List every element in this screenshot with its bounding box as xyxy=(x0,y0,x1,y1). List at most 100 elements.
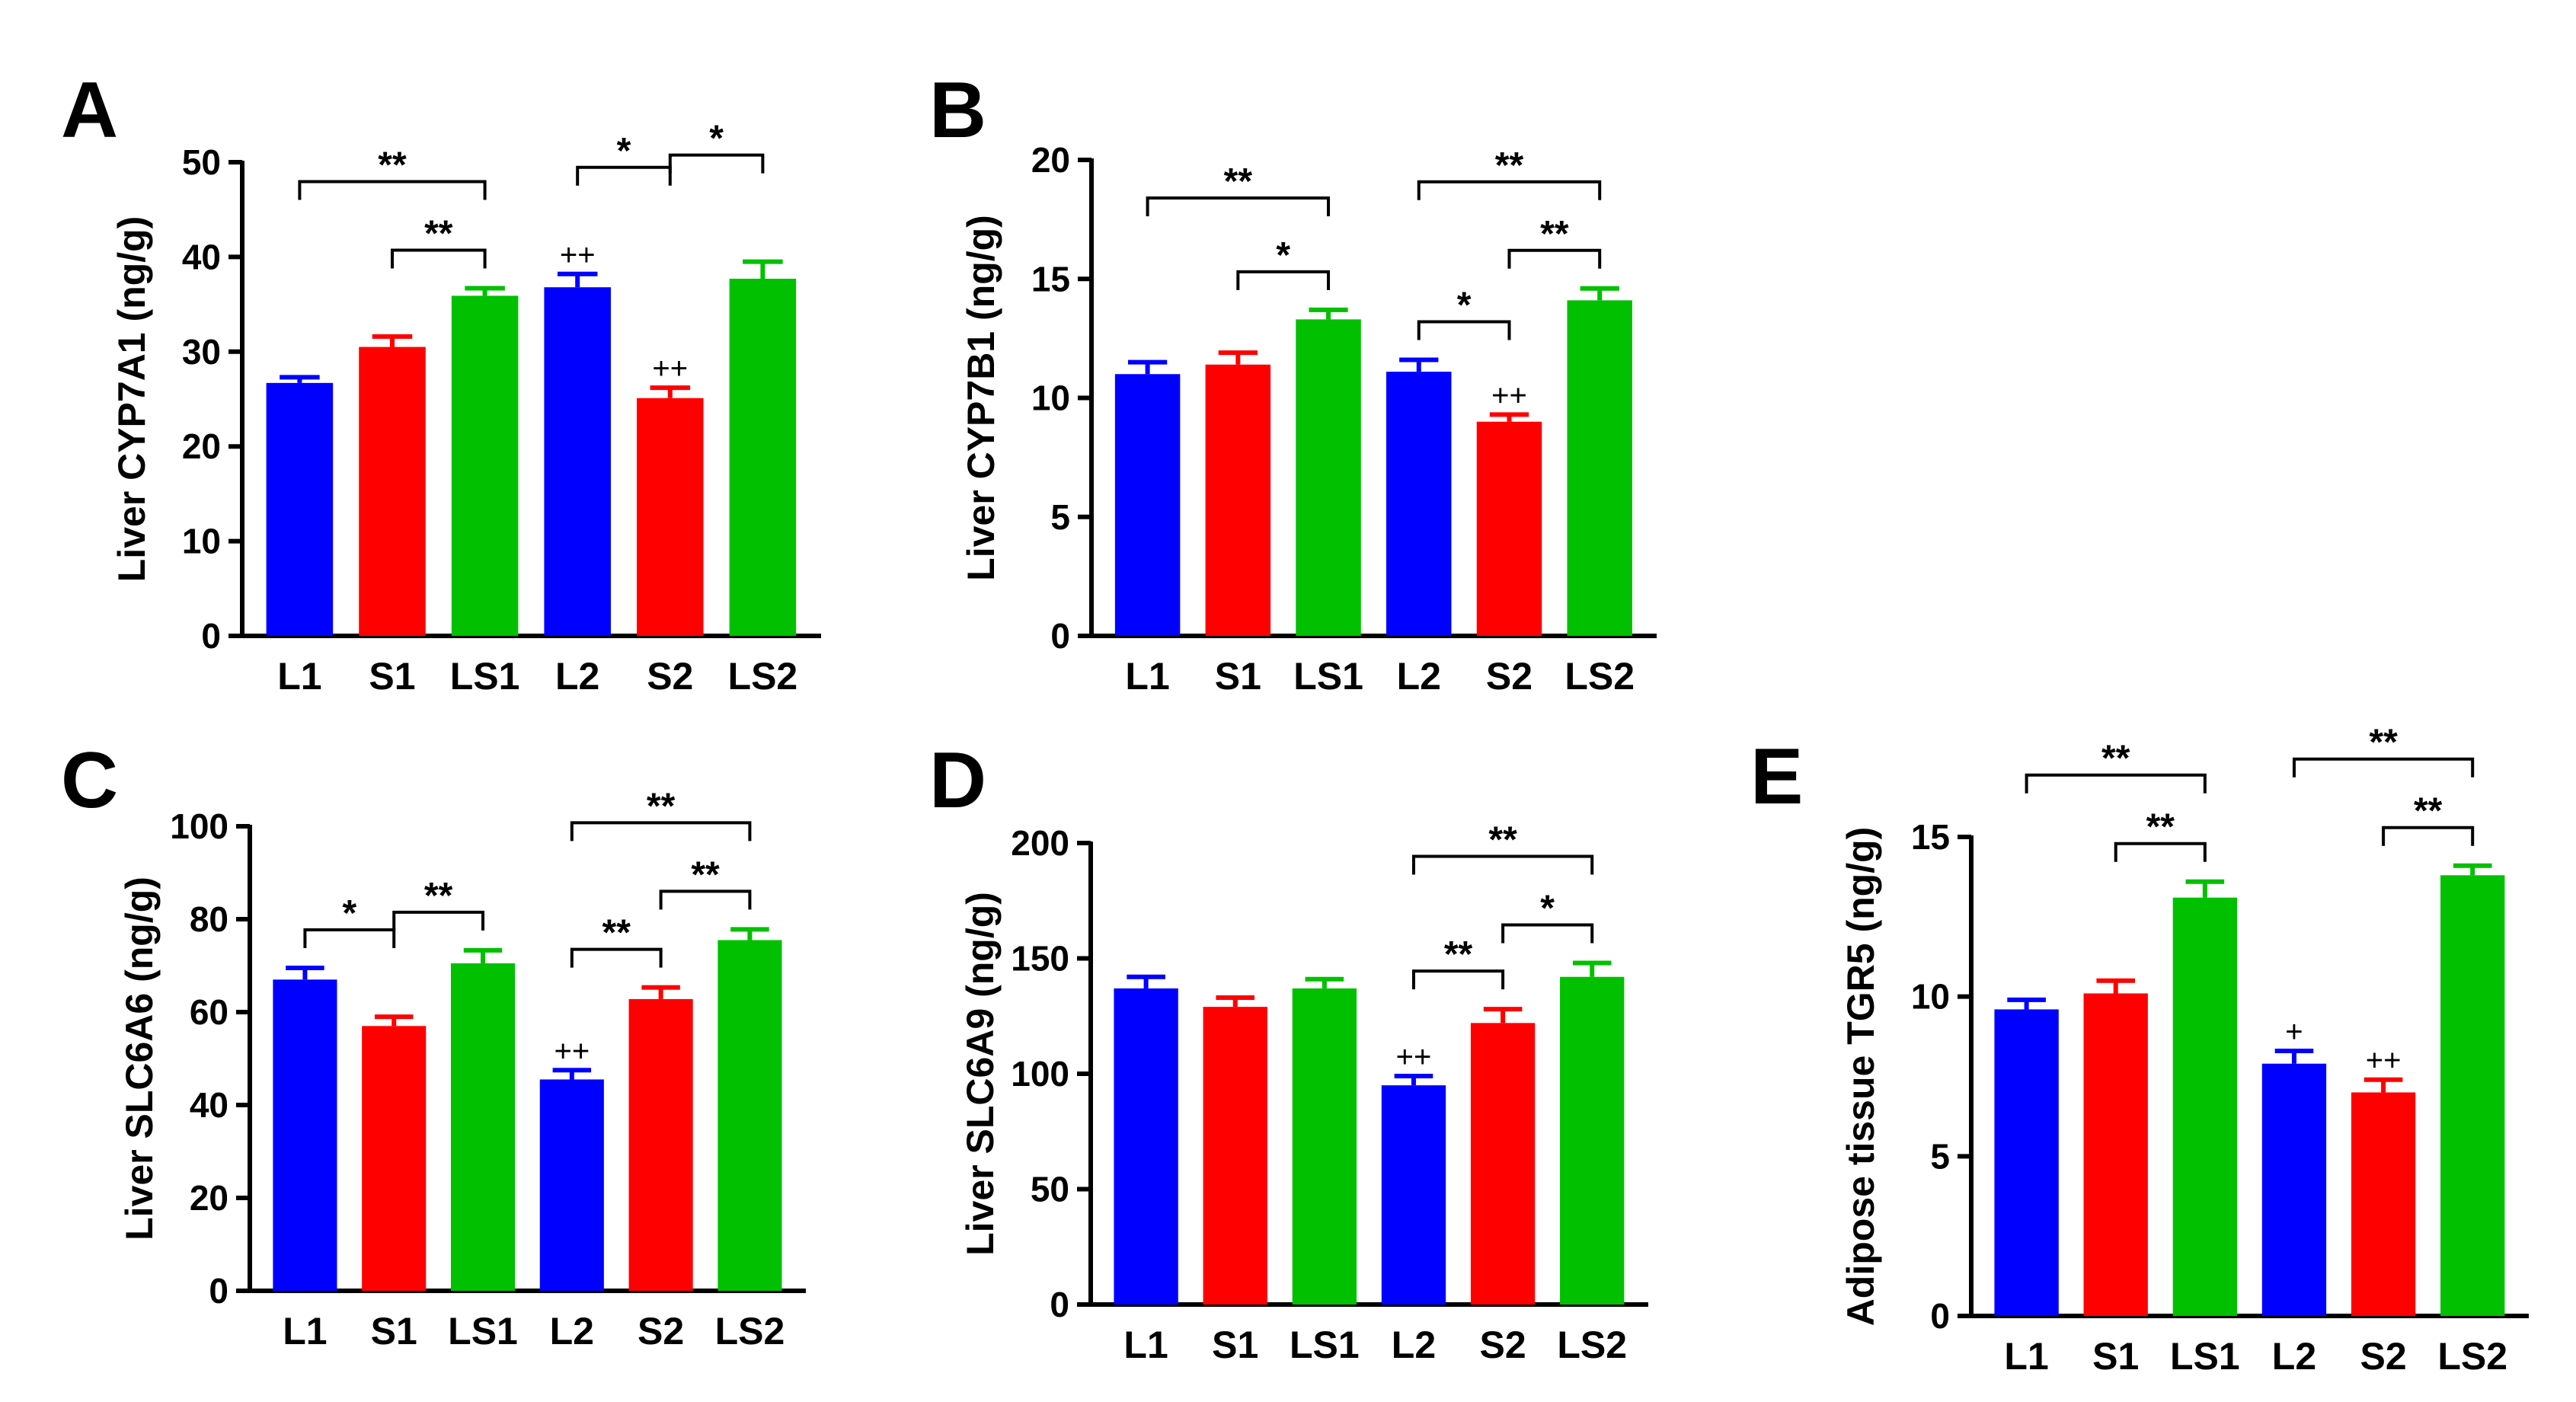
y-tick-label: 10 xyxy=(1911,977,1950,1017)
y-tick-label: 0 xyxy=(209,1271,229,1311)
significance-label: ** xyxy=(378,145,407,185)
x-tick-label: S2 xyxy=(2360,1335,2407,1378)
bar-annotation: ++ xyxy=(652,352,688,385)
bar xyxy=(1567,300,1632,636)
x-tick-label: L1 xyxy=(283,1310,327,1352)
bar xyxy=(729,279,797,636)
x-tick-label: S2 xyxy=(647,655,693,698)
bar xyxy=(1381,1085,1446,1305)
y-axis-title: Liver CYP7B1 (ng/g) xyxy=(960,215,1002,581)
bar xyxy=(1470,1023,1536,1305)
x-tick-label: S1 xyxy=(1215,655,1261,698)
significance-bracket xyxy=(1146,196,1331,216)
significance-label: * xyxy=(1457,286,1472,326)
x-tick-label: S2 xyxy=(1480,1324,1526,1366)
significance-bracket xyxy=(2292,757,2475,778)
bar xyxy=(2440,875,2505,1316)
significance-label: * xyxy=(1540,889,1555,929)
bar xyxy=(539,1079,604,1291)
bar xyxy=(718,940,782,1291)
y-tick-label: 0 xyxy=(1050,1285,1069,1324)
bar xyxy=(1476,421,1542,636)
significance-bracket xyxy=(668,153,765,174)
y-tick-label: 200 xyxy=(1011,823,1069,863)
significance-bracket xyxy=(298,180,487,200)
x-tick-label: S2 xyxy=(638,1310,684,1352)
bar xyxy=(1296,319,1361,636)
bar-annotation: ++ xyxy=(1491,378,1527,412)
significance-bracket xyxy=(303,928,396,949)
significance-bracket xyxy=(390,248,487,269)
significance-bracket xyxy=(570,947,663,968)
x-tick-label: LS1 xyxy=(450,655,520,698)
y-tick-label: 20 xyxy=(1031,140,1070,180)
significance-label: ** xyxy=(424,213,453,254)
significance-label: * xyxy=(342,893,356,934)
significance-bracket xyxy=(1236,270,1331,290)
bar xyxy=(1994,1009,2059,1316)
x-tick-label: S1 xyxy=(369,655,415,698)
y-tick-label: 5 xyxy=(1050,497,1070,537)
bar-annotation: ++ xyxy=(554,1034,590,1068)
significance-label: ** xyxy=(691,854,720,895)
bar xyxy=(362,1026,427,1291)
x-tick-label: S1 xyxy=(1212,1324,1258,1366)
significance-bracket xyxy=(2114,842,2207,862)
significance-label: ** xyxy=(424,876,453,916)
x-tick-label: LS2 xyxy=(715,1310,785,1352)
significance-label: ** xyxy=(2414,791,2443,832)
bar xyxy=(451,295,519,636)
x-tick-label: LS2 xyxy=(1564,655,1635,698)
x-tick-label: L2 xyxy=(1397,655,1441,698)
x-tick-label: S2 xyxy=(1486,655,1532,698)
y-tick-label: 100 xyxy=(170,806,229,846)
significance-label: ** xyxy=(1540,214,1569,254)
significance-label: ** xyxy=(2369,723,2398,763)
chart-panel-b: B 0 5 10 15 20 Liver CYP7B1 (ng/g) L1 S1 LS1 L2 S2 +… xyxy=(929,66,1657,698)
x-tick-label: LS1 xyxy=(1290,1324,1360,1366)
bar xyxy=(1292,988,1357,1305)
significance-label: ** xyxy=(2146,807,2175,848)
x-tick-label: LS1 xyxy=(2170,1335,2240,1378)
bar xyxy=(2351,1092,2416,1316)
bar-annotation: + xyxy=(2285,1015,2303,1049)
panel-label: C xyxy=(61,736,118,825)
significance-bracket xyxy=(1507,248,1602,269)
significance-bracket xyxy=(1411,854,1594,875)
y-axis-title: Liver SLC6A9 (ng/g) xyxy=(959,892,1002,1256)
bar xyxy=(450,963,516,1291)
chart-panel-a: A 0 10 20 30 40 50 Liver CYP7A1 (ng/g) L1 S1 LS1 L2… xyxy=(61,66,821,698)
significance-label: * xyxy=(709,119,724,159)
bar xyxy=(1560,976,1625,1305)
bar xyxy=(628,998,693,1291)
x-tick-label: LS2 xyxy=(2437,1335,2507,1378)
bar xyxy=(1203,1007,1267,1305)
panel-label: E xyxy=(1750,733,1803,821)
x-tick-label: LS2 xyxy=(728,655,798,698)
significance-label: ** xyxy=(1444,934,1473,975)
bar xyxy=(1386,372,1452,636)
y-tick-label: 80 xyxy=(190,899,229,939)
x-tick-label: LS1 xyxy=(448,1310,518,1352)
significance-label: ** xyxy=(2101,739,2130,779)
x-tick-label: LS2 xyxy=(1557,1324,1627,1366)
y-tick-label: 10 xyxy=(182,522,221,561)
bar xyxy=(544,287,611,636)
x-tick-label: L1 xyxy=(277,655,321,698)
bar xyxy=(1205,364,1271,636)
significance-bracket xyxy=(570,821,752,842)
x-tick-label: LS1 xyxy=(1293,655,1363,698)
x-tick-label: L1 xyxy=(1125,655,1169,698)
y-tick-label: 40 xyxy=(182,237,221,276)
bar xyxy=(273,979,337,1291)
bar xyxy=(266,382,334,636)
panel-label: B xyxy=(929,66,986,155)
significance-bracket xyxy=(1417,180,1602,200)
x-tick-label: L2 xyxy=(2272,1335,2316,1378)
y-tick-label: 50 xyxy=(1031,1170,1069,1209)
bar xyxy=(359,347,426,636)
significance-label: ** xyxy=(647,786,676,826)
y-tick-label: 0 xyxy=(1050,616,1070,656)
significance-label: * xyxy=(617,131,631,171)
